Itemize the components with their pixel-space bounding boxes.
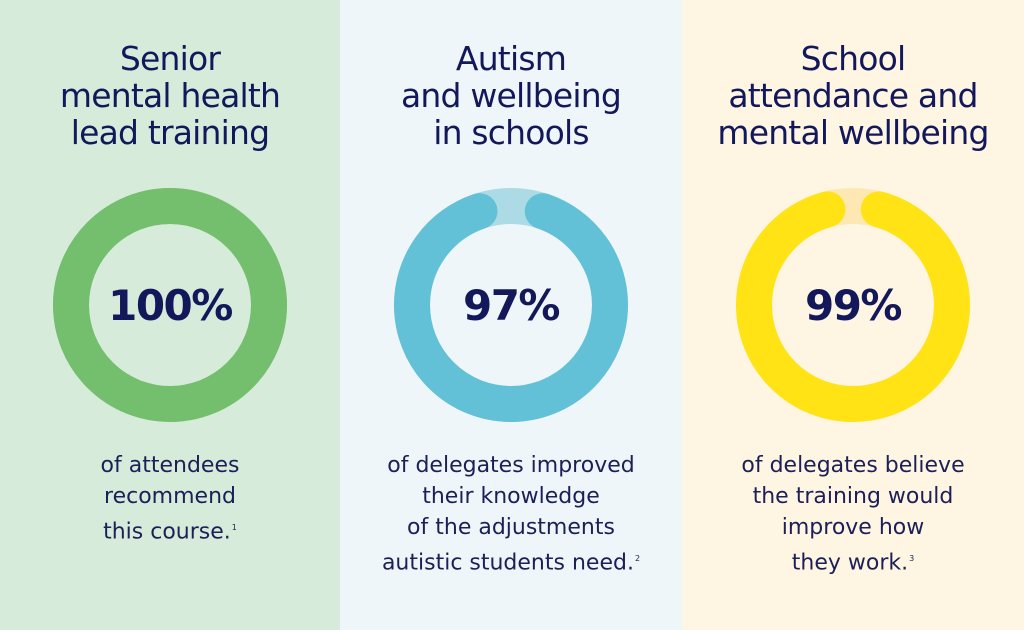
- panel-senior-mental-health: Senior mental health lead training 100% …: [0, 0, 340, 630]
- panel-title: Autism and wellbeing in schools: [400, 39, 622, 152]
- donut-chart: 99%: [736, 188, 970, 422]
- donut-chart: 97%: [394, 188, 628, 422]
- percent-value: 100%: [108, 280, 233, 330]
- footnote-marker: 1: [231, 523, 237, 532]
- panel-title: Senior mental health lead training: [59, 39, 281, 152]
- panel-title: School attendance and mental wellbeing: [717, 39, 989, 152]
- donut-ring-icon: [53, 188, 287, 422]
- percent-value: 97%: [462, 280, 561, 330]
- percent-value: 99%: [804, 280, 903, 330]
- panel-school-attendance: School attendance and mental wellbeing 9…: [682, 0, 1024, 630]
- donut-ring-icon: [736, 188, 970, 422]
- donut-ring-icon: [394, 188, 628, 422]
- panel-description: of delegates improved their knowledge of…: [340, 450, 682, 578]
- donut-chart: 100%: [53, 188, 287, 422]
- footnote-marker: 3: [909, 554, 915, 563]
- description-text: of delegates believe the training would …: [741, 453, 965, 576]
- panel-autism-wellbeing: Autism and wellbeing in schools 97% of d…: [340, 0, 682, 630]
- description-text: of attendees recommend this course.: [100, 453, 240, 545]
- footnote-marker: 2: [634, 554, 641, 563]
- panel-description: of delegates believe the training would …: [682, 450, 1024, 578]
- panel-description: of attendees recommend this course.1: [0, 450, 340, 547]
- description-text: of delegates improved their knowledge of…: [381, 453, 635, 576]
